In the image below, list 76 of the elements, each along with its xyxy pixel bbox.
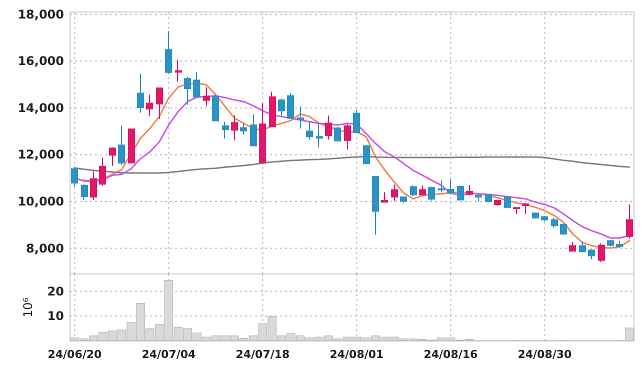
candlestick <box>137 73 144 114</box>
candlestick <box>588 248 595 260</box>
candlestick <box>231 114 238 141</box>
candlestick <box>381 192 388 203</box>
candlestick <box>128 128 135 164</box>
candlestick <box>212 94 219 122</box>
candlestick <box>259 102 266 164</box>
candlestick <box>71 166 78 188</box>
candlestick <box>184 76 191 106</box>
candlestick <box>287 92 294 120</box>
candlestick <box>532 212 539 220</box>
candlestick <box>400 196 407 204</box>
candlestick <box>457 185 464 202</box>
y-tick-label: 8,000 <box>26 241 64 256</box>
candlestick <box>391 184 398 202</box>
candlestick <box>475 192 482 202</box>
candlestick <box>541 215 548 222</box>
x-tick-label: 24/08/16 <box>424 348 478 361</box>
x-tick-label: 24/08/30 <box>518 348 572 361</box>
candlestick <box>240 122 247 135</box>
y-tick-label: 10 <box>47 309 64 324</box>
candlestick <box>485 193 492 203</box>
candlestick <box>165 30 172 74</box>
candlestick <box>353 110 360 133</box>
candlestick <box>626 204 633 239</box>
candlestick <box>579 240 586 253</box>
candlestick <box>90 170 97 200</box>
candlestick <box>297 106 304 129</box>
candlestick <box>278 98 285 117</box>
candlestick <box>99 157 106 186</box>
candlestick <box>607 239 614 247</box>
candlestick <box>504 196 511 208</box>
candlestick <box>372 176 379 236</box>
candlestick <box>344 124 351 150</box>
candlestick <box>419 184 426 196</box>
candlestick <box>109 146 116 166</box>
y-tick-label: 10,000 <box>18 194 64 208</box>
candlestick <box>193 72 200 98</box>
candlestick <box>269 91 276 128</box>
candlestick <box>118 124 125 166</box>
candlestick <box>175 60 182 82</box>
candlestick <box>438 180 445 193</box>
x-tick-label: 24/08/01 <box>330 348 384 361</box>
candlestick <box>494 199 501 206</box>
candlestick <box>522 202 529 214</box>
candlestick <box>306 120 313 140</box>
candlestick <box>316 122 323 148</box>
candlestick <box>222 121 229 140</box>
candlestick <box>156 88 163 120</box>
candlestick <box>250 114 257 146</box>
candlestick <box>569 242 576 252</box>
candlestick <box>410 184 417 197</box>
candlestick <box>363 145 370 164</box>
x-tick-label: 24/07/04 <box>142 348 196 361</box>
x-tick-label: 24/06/20 <box>48 348 102 361</box>
candlestick <box>447 178 454 195</box>
y-tick-label: 14,000 <box>18 100 64 115</box>
candlestick <box>428 186 435 202</box>
y-tick-label: 18,000 <box>18 7 64 22</box>
candlestick <box>325 115 332 140</box>
candlestick <box>146 94 153 116</box>
y-tick-label: 20 <box>47 284 64 298</box>
candlestick <box>560 223 567 236</box>
x-tick-label: 24/07/18 <box>236 348 290 361</box>
line-series <box>74 156 630 174</box>
candlestick <box>81 184 88 200</box>
candlestick <box>616 240 623 248</box>
candlestick <box>598 242 605 262</box>
y-tick-label: 12,000 <box>18 148 64 162</box>
y-tick-label: 16,000 <box>18 54 64 68</box>
candlestick <box>551 217 558 228</box>
y-axis-title: 10⁶ <box>21 297 35 318</box>
candlestick <box>466 184 473 196</box>
candlestick <box>513 207 520 214</box>
candlestick <box>203 86 210 106</box>
candlestick <box>334 126 341 142</box>
